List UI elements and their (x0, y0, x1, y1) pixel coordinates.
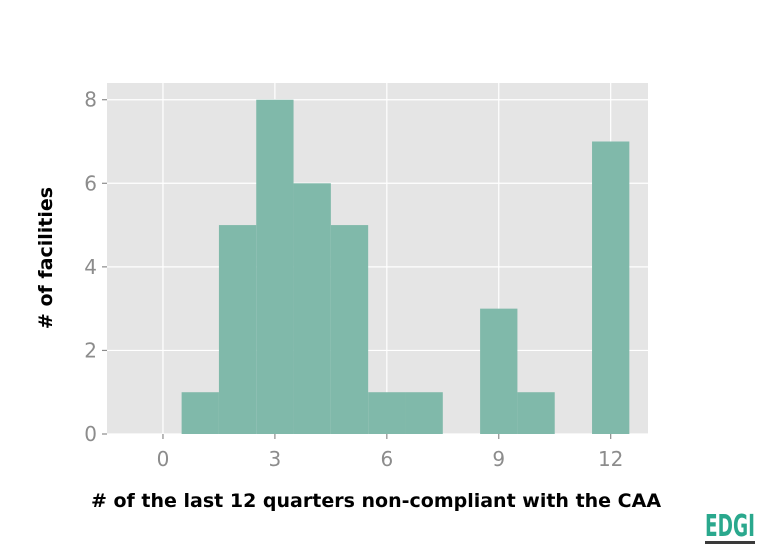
y-tick-label: 6 (84, 171, 97, 195)
y-tick-label: 8 (84, 88, 97, 112)
bar-5 (330, 225, 369, 434)
x-ticks: 0 3 6 9 12 (157, 434, 623, 471)
y-tick-label: 4 (84, 255, 97, 279)
bar-3 (256, 99, 294, 434)
x-tick-label: 12 (598, 447, 623, 471)
edgi-logo-mark: EDGI (705, 509, 755, 544)
bar-2 (218, 225, 257, 434)
bar-9 (480, 308, 518, 434)
x-tick-label: 0 (157, 447, 170, 471)
bar-12 (592, 141, 630, 434)
x-tick-label: 6 (380, 447, 393, 471)
logo-underline (705, 541, 755, 544)
x-tick-label: 9 (492, 447, 505, 471)
y-axis-label: # of facilities (35, 187, 57, 329)
y-ticks: 0 2 4 6 8 (84, 88, 107, 446)
bar-1 (181, 392, 219, 434)
logo-text: EDGI (705, 509, 755, 544)
bar-6 (368, 392, 406, 434)
plot-background (107, 83, 648, 434)
edgi-logo: EDGI (704, 500, 756, 548)
bar-10 (517, 392, 555, 434)
bar-4 (293, 183, 331, 434)
bars (181, 99, 630, 434)
x-axis-label: # of the last 12 quarters non-compliant … (91, 490, 661, 512)
x-tick-label: 3 (269, 447, 282, 471)
y-tick-label: 2 (84, 338, 97, 362)
bar-7 (405, 392, 443, 434)
y-tick-label: 0 (84, 422, 97, 446)
